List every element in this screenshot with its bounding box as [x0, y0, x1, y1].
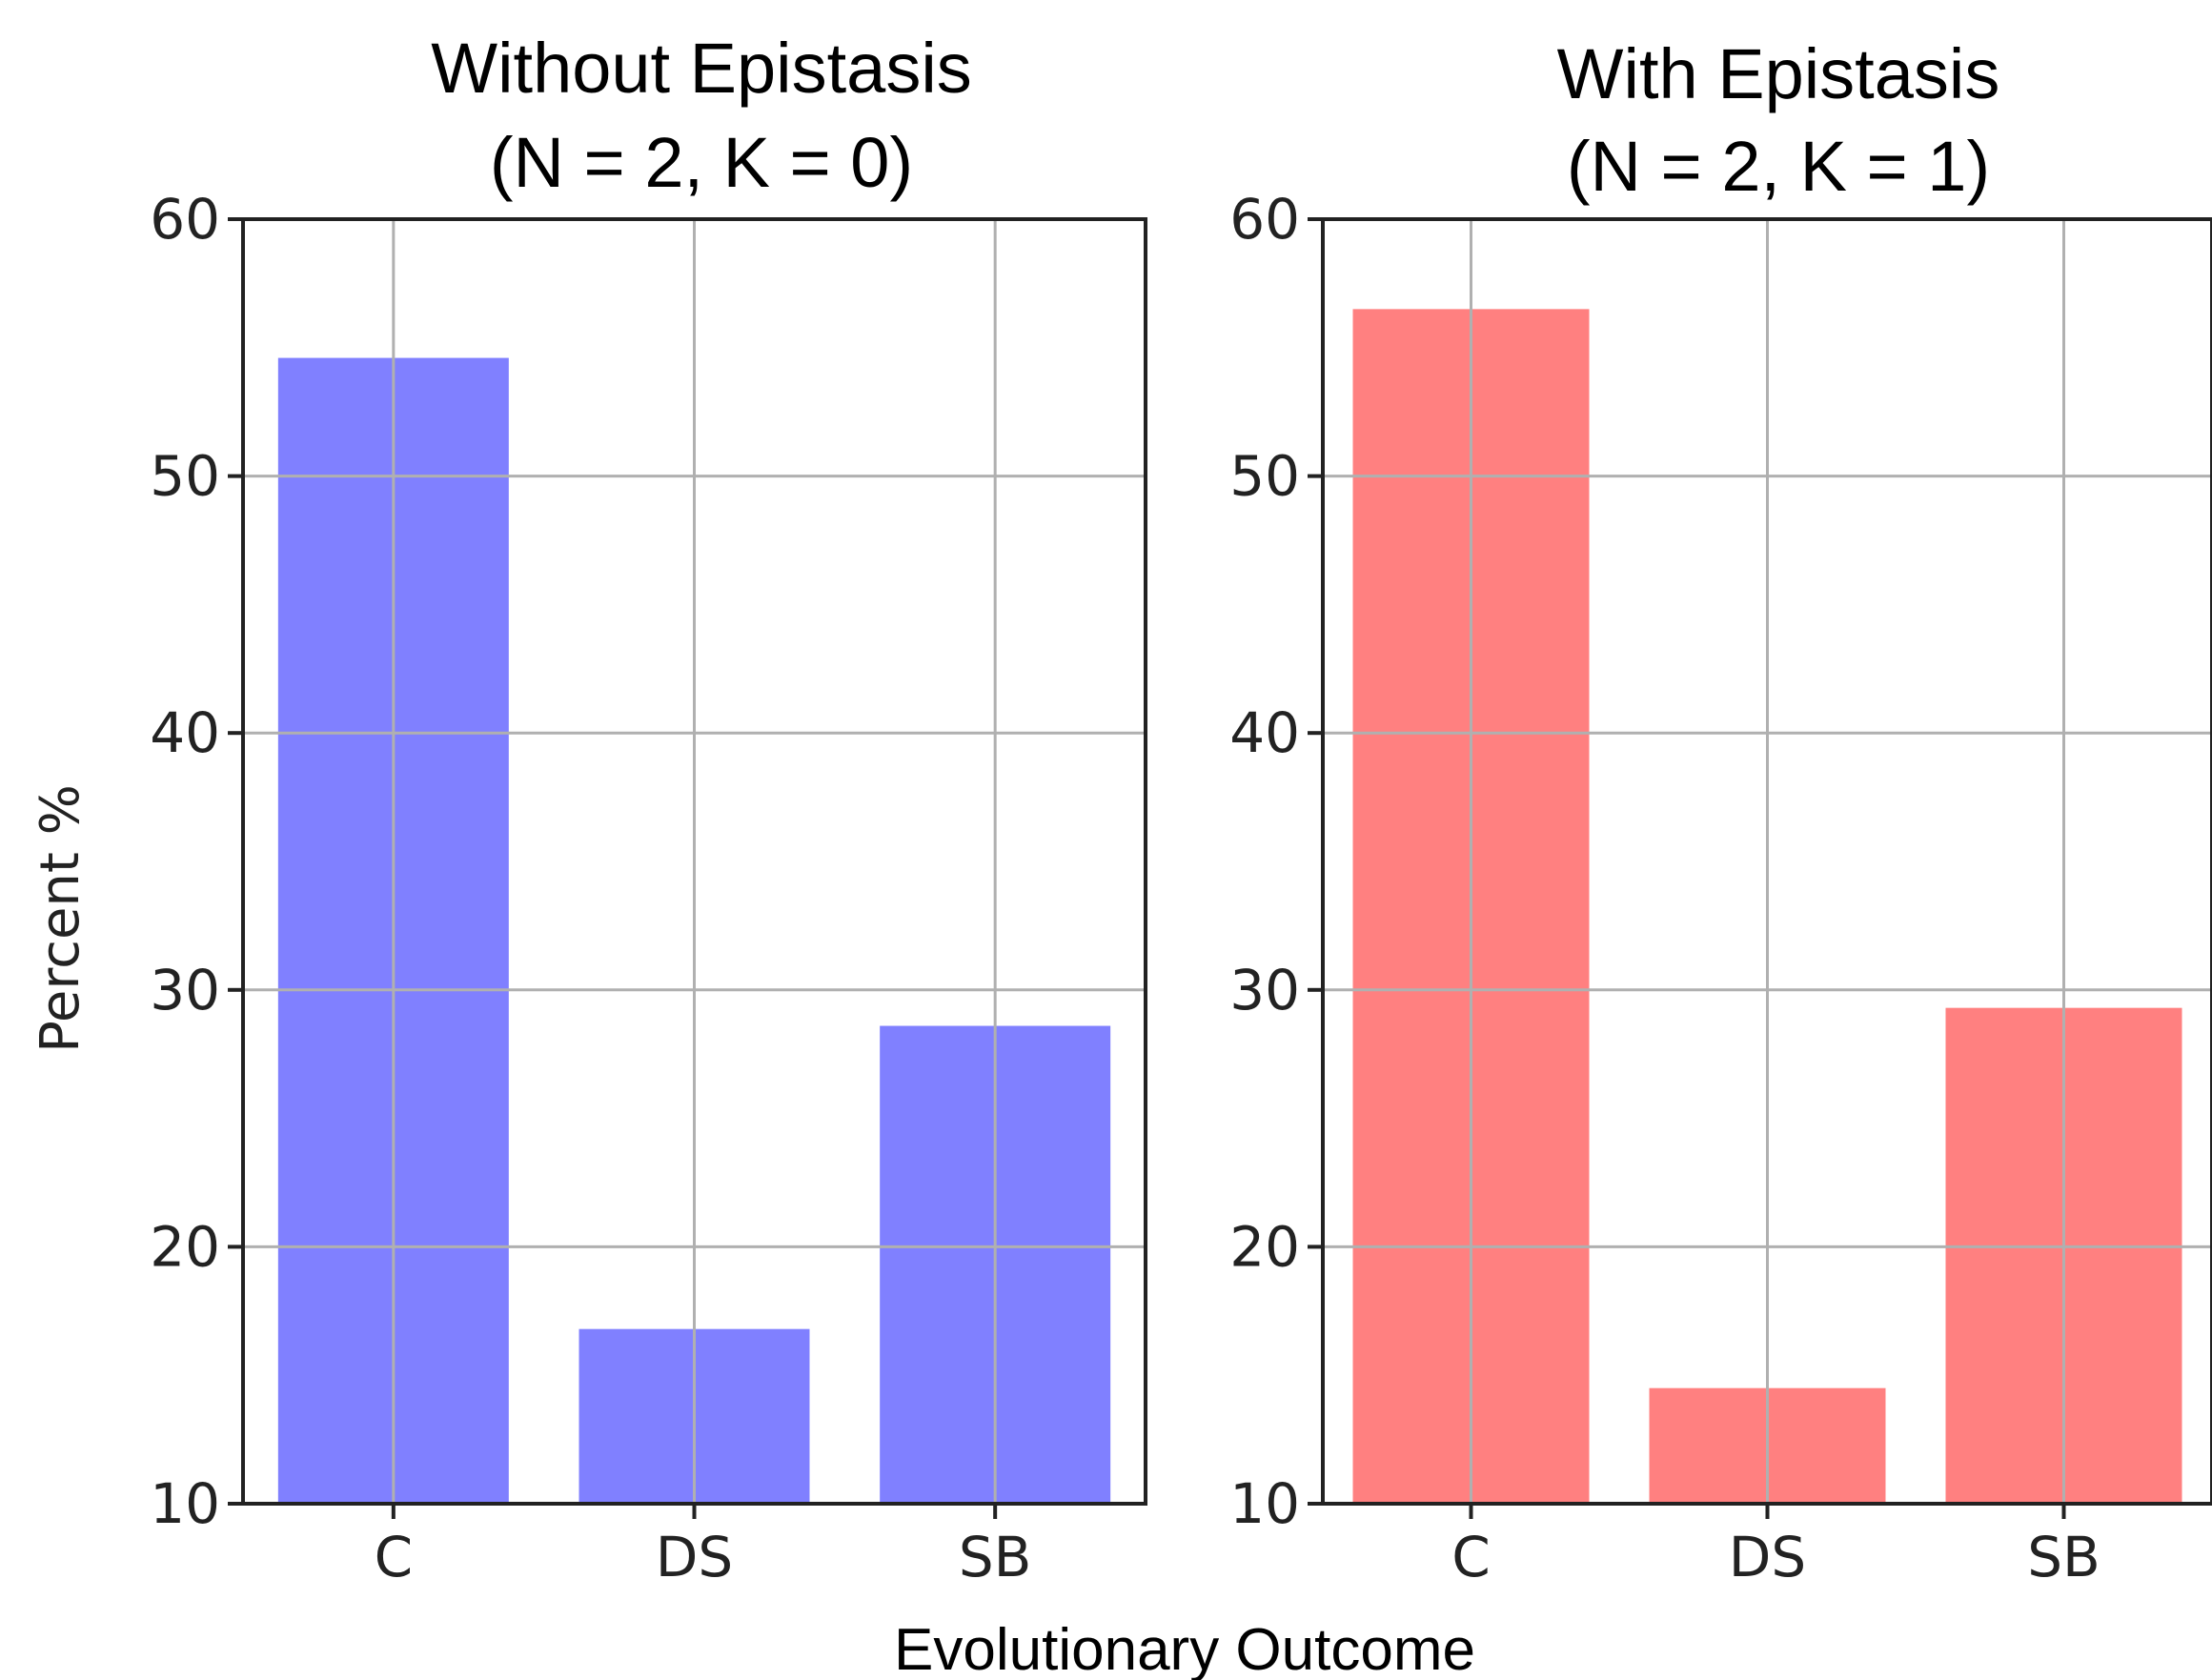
x-tick-label: DS: [656, 1525, 733, 1589]
y-tick-label: 60: [150, 187, 220, 252]
y-tick-label: 40: [150, 700, 220, 765]
x-tick-label: C: [1451, 1525, 1491, 1589]
x-tick-label: SB: [959, 1525, 1032, 1589]
plot-frame: [1321, 217, 2212, 1506]
y-tick-label: 50: [1229, 444, 1300, 509]
y-tick-label: 50: [150, 444, 220, 509]
y-tick-label: 20: [150, 1214, 220, 1279]
x-tick-label: SB: [2027, 1525, 2100, 1589]
y-tick-label: 10: [150, 1471, 220, 1536]
x-tick-label: DS: [1729, 1525, 1806, 1589]
chart-title-line: With Epistasis: [1557, 34, 2000, 113]
x-tick-label: C: [375, 1525, 414, 1589]
y-tick-label: 30: [1229, 958, 1300, 1022]
y-tick-label: 60: [1229, 187, 1300, 252]
y-tick-label: 10: [1229, 1471, 1300, 1536]
y-tick-label: 40: [1229, 700, 1300, 765]
y-tick-label: 30: [150, 958, 220, 1022]
chart-panel-without-epistasis: Without Epistasis (N = 2, K = 0) 10 20 30 40 5…: [30, 29, 1147, 1589]
plot-frame: [241, 217, 1147, 1506]
x-axis-title: Evolutionary Outcome: [894, 1617, 1475, 1680]
chart-title-line: (N = 2, K = 0): [490, 123, 913, 202]
y-axis-title: Percent %: [30, 784, 91, 1053]
chart-title-line: (N = 2, K = 1): [1567, 127, 1990, 206]
chart-panel-with-epistasis: With Epistasis (N = 2, K = 1) 10 20 30 40 50 60…: [1229, 34, 2212, 1589]
y-tick-label: 20: [1229, 1214, 1300, 1279]
chart-title-line: Without Epistasis: [431, 29, 972, 108]
